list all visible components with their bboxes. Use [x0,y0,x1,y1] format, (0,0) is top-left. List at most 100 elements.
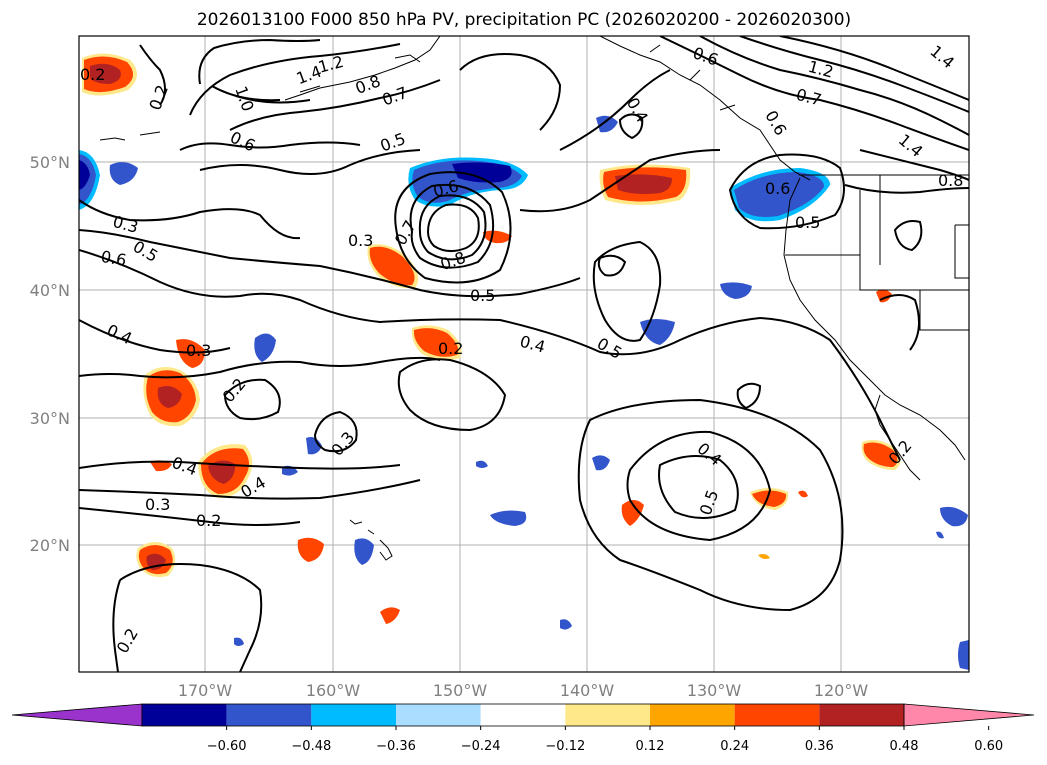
pv-contour [79,356,441,379]
map-title: 2026013100 F000 850 hPa PV, precipitatio… [197,10,851,30]
lon-label-170w: 170°W [178,681,233,700]
precip-blob [621,500,644,526]
precip-blob [750,488,789,510]
precip-blob [560,619,572,630]
precip-blob [411,325,462,361]
lon-label-160w: 160°W [306,681,361,700]
pv-contours [79,36,969,672]
contour-label: 0.8 [938,171,963,190]
contour-label: 0.2 [438,339,463,358]
lat-label-40n: 40°N [30,281,70,300]
colorbar-segment [480,704,566,726]
colorbar-outline [141,703,905,727]
pv-contour [736,382,762,410]
pv-contour [112,563,263,672]
precip-blob [306,437,322,455]
colorbar-extend-low [11,703,143,727]
colorbar-segment [819,704,904,726]
contour-label: 0.3 [348,231,373,250]
colorbar-segment [142,704,227,726]
colorbar-tick-label: 0.60 [974,739,1003,754]
pv-contour [559,69,671,151]
pv-contour [179,141,421,175]
precip-blob [109,162,138,185]
state-borders [785,175,969,331]
pv-contour [79,229,581,298]
pv-contour [79,249,761,356]
contour-label: 0.6 [99,247,127,270]
longitude-labels: 170°W 160°W 150°W 140°W 130°W 120°W [178,681,869,700]
colorbar-segment [311,704,396,726]
colorbar-tick-label: 0.12 [636,739,665,754]
contour-label: 0.2 [80,65,105,84]
colorbar-tick-label: 0.24 [720,739,749,754]
lon-label-130w: 130°W [687,681,742,700]
pv-contour [189,43,441,131]
contour-label: 0.3 [186,341,211,360]
colorbar-tick-label: −0.36 [376,739,416,754]
pv-contour [577,398,844,612]
pv-contour [844,149,969,194]
pv-contour [759,317,901,461]
colorbar-segments [11,703,1035,727]
lon-label-140w: 140°W [560,681,615,700]
precip-blob [490,510,527,526]
precip-blob [150,460,172,472]
coastlines [99,36,969,561]
map-background [79,36,969,672]
precip-positive [82,53,901,624]
map-panel: 0.2 1.0 0.6 1.4 1.2 0.8 0.7 0.6 0.5 0.4 … [78,35,970,673]
pv-contour [426,203,480,252]
precip-blob [354,538,374,565]
colorbar-tick-label: 0.48 [890,739,919,754]
precip-blob [254,333,276,362]
pv-contour [79,507,301,526]
coastline-alaska-peninsula [284,36,441,101]
precip-blob [367,244,419,289]
contour-label: 0.5 [470,286,495,305]
precip-blob [758,554,770,559]
pv-contour [198,38,321,104]
lat-label-30n: 30°N [30,409,70,428]
colorbar-segment [650,704,735,726]
contour-label: 0.6 [765,179,790,198]
pv-contour [139,44,166,106]
precip-blob [861,440,901,470]
pv-contour [893,220,923,252]
precip-blob [476,460,488,468]
lat-label-20n: 20°N [30,536,70,555]
pv-contour [618,113,644,140]
pv-contour [626,430,772,542]
precip-blob [234,637,244,646]
colorbar-tick-label: −0.60 [207,739,247,754]
precip-blob [198,444,253,498]
contour-label: 0.3 [145,495,170,514]
precip-blob [730,168,830,222]
contour-label: 0.5 [795,213,820,232]
precip-blob [720,282,752,299]
precip-blob [599,164,691,205]
pv-contour [79,460,401,470]
colorbar-tick-label: −0.24 [461,739,501,754]
map-frame [78,35,970,673]
pv-contour [879,294,920,351]
coastline-aleutians [99,131,161,141]
pv-contour [223,378,281,421]
pv-contour [409,183,495,269]
pv-contour [519,149,721,213]
pv-contour [658,455,739,520]
precip-blob [297,537,324,562]
precip-blob [82,53,138,96]
precip-blob [592,455,610,471]
contour-label: 0.2 [196,511,221,530]
precip-blob [596,115,618,133]
precip-blob [936,531,944,539]
coastline-hawaii [349,519,393,561]
precip-blob [408,157,528,207]
colorbar-segment [565,704,650,726]
colorbar-tick-label: −0.48 [291,739,331,754]
colorbar: −0.60 −0.48 −0.36 −0.24 −0.12 0.12 0.24 0.36 0.4… [11,703,1035,754]
colorbar-tick-label: 0.36 [805,739,834,754]
pv-contour [397,358,507,432]
